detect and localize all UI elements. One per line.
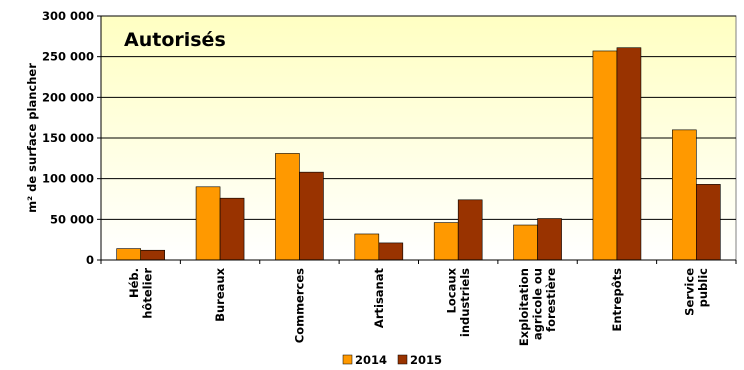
x-tick-label: Bureaux (213, 267, 227, 321)
bar-2015 (378, 242, 404, 261)
x-tick-label: Héb. hôtelier (127, 268, 155, 319)
panel-title: Autorisés (124, 29, 226, 51)
bar-2014 (195, 186, 221, 261)
x-tick-label-line: forestière (544, 268, 558, 332)
x-tick-label-line: Artisanat (372, 267, 386, 328)
x-tick-label-line: Locaux (444, 267, 458, 313)
bar-2014 (275, 153, 300, 261)
y-axis-label: m² de surface plancher (25, 63, 39, 213)
x-tick-label: Exploitation agricole ou forestière (517, 268, 558, 346)
bar-2015 (616, 47, 642, 261)
bar-2014 (354, 233, 380, 261)
bar-2015 (219, 197, 245, 261)
y-tick-label: 150 000 (42, 131, 94, 145)
x-tick-label: Entrepôts (610, 268, 624, 332)
x-tick-label: Artisanat (372, 267, 386, 328)
legend: 2014 2015 (342, 353, 442, 367)
x-tick-label: Locaux industriels (444, 267, 472, 337)
bar-2014 (433, 222, 459, 261)
x-tick-label-line: agricole ou (531, 268, 545, 340)
bars (116, 47, 721, 261)
y-tick-label: 250 000 (42, 50, 94, 64)
x-tick-labels: Héb. hôtelier Bureaux Commerces Artisanat Loc… (127, 267, 710, 346)
x-tick-label: Commerces (292, 268, 306, 343)
x-tick-label-line: Commerces (292, 268, 306, 343)
x-tick-label-line: hôtelier (140, 268, 154, 319)
x-tick-label-line: Bureaux (213, 267, 227, 321)
legend-swatch-2015 (397, 354, 408, 365)
x-tick-label: Service public (683, 268, 711, 316)
bar-2015 (140, 249, 165, 261)
bar-2015 (299, 171, 324, 261)
bar-2015 (457, 199, 483, 261)
y-tick-label: 0 (86, 253, 94, 267)
y-tick-label: 200 000 (42, 90, 94, 104)
bar-2014 (592, 50, 618, 261)
x-tick-label-line: Service (683, 268, 697, 316)
y-tick-label: 300 000 (42, 9, 94, 23)
legend-label-2015: 2015 (410, 353, 442, 367)
y-tick-label: 100 000 (42, 172, 94, 186)
legend-label-2014: 2014 (355, 353, 387, 367)
x-tick-label-line: Héb. (127, 268, 141, 298)
bar-2015 (696, 184, 721, 261)
x-tick-label-line: Entrepôts (610, 268, 624, 332)
x-tick-label-line: public (696, 268, 710, 308)
x-tick-label-line: Exploitation (517, 268, 531, 346)
legend-swatch-2014 (342, 354, 353, 365)
x-tick-label-line: industriels (458, 268, 472, 337)
bar-2014 (672, 129, 697, 261)
bar-2014 (116, 248, 141, 261)
y-tick-label: 50 000 (50, 212, 94, 226)
bar-2014 (513, 224, 538, 261)
bar-2015 (537, 218, 562, 261)
axes (97, 15, 737, 264)
y-tick-labels: 0 50 000 100 000 150 000 200 000 250 000 300 0… (42, 9, 94, 267)
